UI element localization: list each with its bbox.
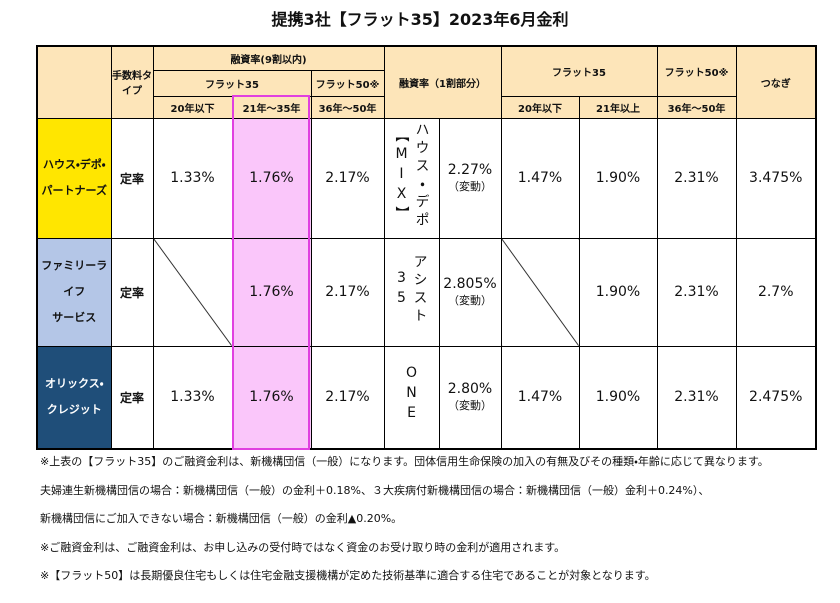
rate-cell: 1.33% [152, 345, 233, 450]
company-cell: ファミリーライフサービス [36, 237, 112, 347]
rate-table: 手数料タイプ 融資率(9割以内) 融資率（1割部分） フラット35 フラット50… [36, 45, 817, 450]
company-name: パートナーズ [41, 184, 107, 197]
product-line: アシスト [411, 254, 428, 326]
header-cell: 36年〜50年 [310, 95, 385, 119]
rate-10-cell: 2.27% （変動） [438, 117, 502, 239]
rate-10-note: （変動） [448, 399, 492, 413]
header-cell: 融資率(9割以内) [152, 45, 385, 71]
rate-cell: 1.90% [578, 345, 658, 450]
rate-10-cell: 2.80% （変動） [438, 345, 502, 450]
fee-type: 定率 [110, 345, 154, 450]
rate-cell: 1.33% [152, 117, 233, 239]
bridge-rate: 2.7% [735, 237, 817, 347]
product-line: ハウス・デポ [413, 122, 430, 230]
product-name: ハウス・デポ 【MIX】 [392, 122, 432, 230]
note-line: ※ご融資金利は、ご融資金利は、お申し込みの受付時ではなく資金のお受け取り時の金利… [40, 540, 566, 554]
product-cell: ハウス・デポ 【MIX】 [383, 117, 440, 239]
data-row: オリックス・ クレジット 定率 1.33% 1.76% 2.17% ONE 2.80% （変動）… [36, 345, 817, 450]
header-cell: 手数料タイプ [110, 45, 154, 119]
rate-cell: 1.76% [231, 237, 312, 347]
rate-cell: 2.17% [310, 345, 385, 450]
rate-cell: 1.90% [578, 237, 658, 347]
product-cell: ONE [383, 345, 440, 450]
header-cell: つなぎ [735, 45, 817, 119]
company-name: サービス [52, 311, 97, 324]
rate-cell: 1.47% [500, 117, 580, 239]
rate-cell: 1.76% [231, 117, 312, 239]
fee-type: 定率 [110, 237, 154, 347]
rate-cell: 2.17% [310, 237, 385, 347]
company-cell: ハウス・デポ・ パートナーズ [36, 117, 112, 239]
company-name: クレジット [46, 403, 102, 417]
company-name: ファミリーライフ [41, 259, 108, 298]
title: 提携3社【フラット35】2023年6月金利 [271, 10, 569, 29]
header-cell: 36年〜50年 [656, 95, 737, 119]
company-name: ハウス・デポ・ [43, 158, 106, 171]
rate-cell: 2.31% [656, 345, 737, 450]
product-name: アシスト 35 [394, 254, 430, 326]
note-line: ※【フラット50】は長期優良住宅もしくは住宅金融支援機構が定めた技術基準に適合す… [40, 569, 656, 582]
header-cell: フラット50※ [656, 45, 737, 97]
header-cell: フラット35 [500, 45, 658, 97]
product-line: 【MIX】 [393, 128, 410, 224]
rate-cell: 1.90% [578, 117, 658, 239]
rate-10: 2.80% [447, 381, 493, 398]
bridge-rate: 2.475% [735, 345, 817, 450]
rate-10-note: （変動） [448, 180, 492, 193]
header-cell: フラット35 [152, 69, 312, 97]
header-cell: 21年〜35年 [231, 95, 312, 119]
data-row: ファミリーライフ サービス 定率 1.76% 2.17% アシスト 35 2.805% （変動）… [36, 237, 817, 347]
data-row: ハウス・デポ・ パートナーズ 定率 1.33% 1.76% 2.17% ハウス・デポ 【MIX… [36, 117, 817, 239]
header-cell: 21年以上 [578, 95, 658, 119]
product-name: ONE [404, 365, 420, 425]
note-line: ※上表の【フラット35】のご融資金利は、新機構団信（一般）になります。団体信用生… [40, 455, 769, 468]
rate-10-cell: 2.805% （変動） [438, 237, 502, 347]
rate-cell: 1.76% [231, 345, 312, 450]
header-row: フラット35 フラット50※ [37, 69, 816, 97]
product-line: ONE [403, 365, 420, 426]
empty-cell [500, 237, 580, 347]
header-cell [36, 45, 112, 119]
header-cell: フラット50※ [310, 69, 385, 97]
product-line: 35 [393, 270, 410, 310]
header-cell: 20年以下 [500, 95, 580, 119]
rate-10: 2.805% [443, 276, 497, 292]
rate-10-note: （変動） [448, 294, 492, 307]
rate-cell: 2.31% [656, 117, 737, 239]
table-body: 手数料タイプ 融資率(9割以内) 融資率（1割部分） フラット35 フラット50… [36, 45, 817, 450]
bridge-rate: 3.475% [735, 117, 817, 239]
notes: ※上表の【フラット35】のご融資金利は、新機構団信（一般）になります。団体信用生… [40, 452, 769, 595]
header-cell: 20年以下 [152, 95, 233, 119]
rate-cell: 1.47% [500, 345, 580, 450]
empty-cell [152, 237, 233, 347]
header-row: 手数料タイプ 融資率(9割以内) 融資率（1割部分） フラット35 フラット50… [36, 45, 817, 119]
note-line: 新機構団信にご加入できない場合：新機構団信（一般）の金利▲0.20%。 [40, 512, 403, 525]
note-line: 夫婦連生新機構団信の場合：新機構団信（一般）の金利＋0.18%、３大疾病付新機構… [40, 483, 710, 497]
rate-cell: 2.17% [310, 117, 385, 239]
product-cell: アシスト 35 [383, 237, 440, 347]
company-cell: オリックス・ クレジット [36, 345, 112, 450]
company-name: オリックス・ [45, 377, 104, 391]
header-cell: 融資率（1割部分） [383, 45, 502, 119]
fee-type: 定率 [110, 117, 154, 239]
rate-cell: 2.31% [656, 237, 737, 347]
rate-10: 2.27% [447, 162, 493, 178]
